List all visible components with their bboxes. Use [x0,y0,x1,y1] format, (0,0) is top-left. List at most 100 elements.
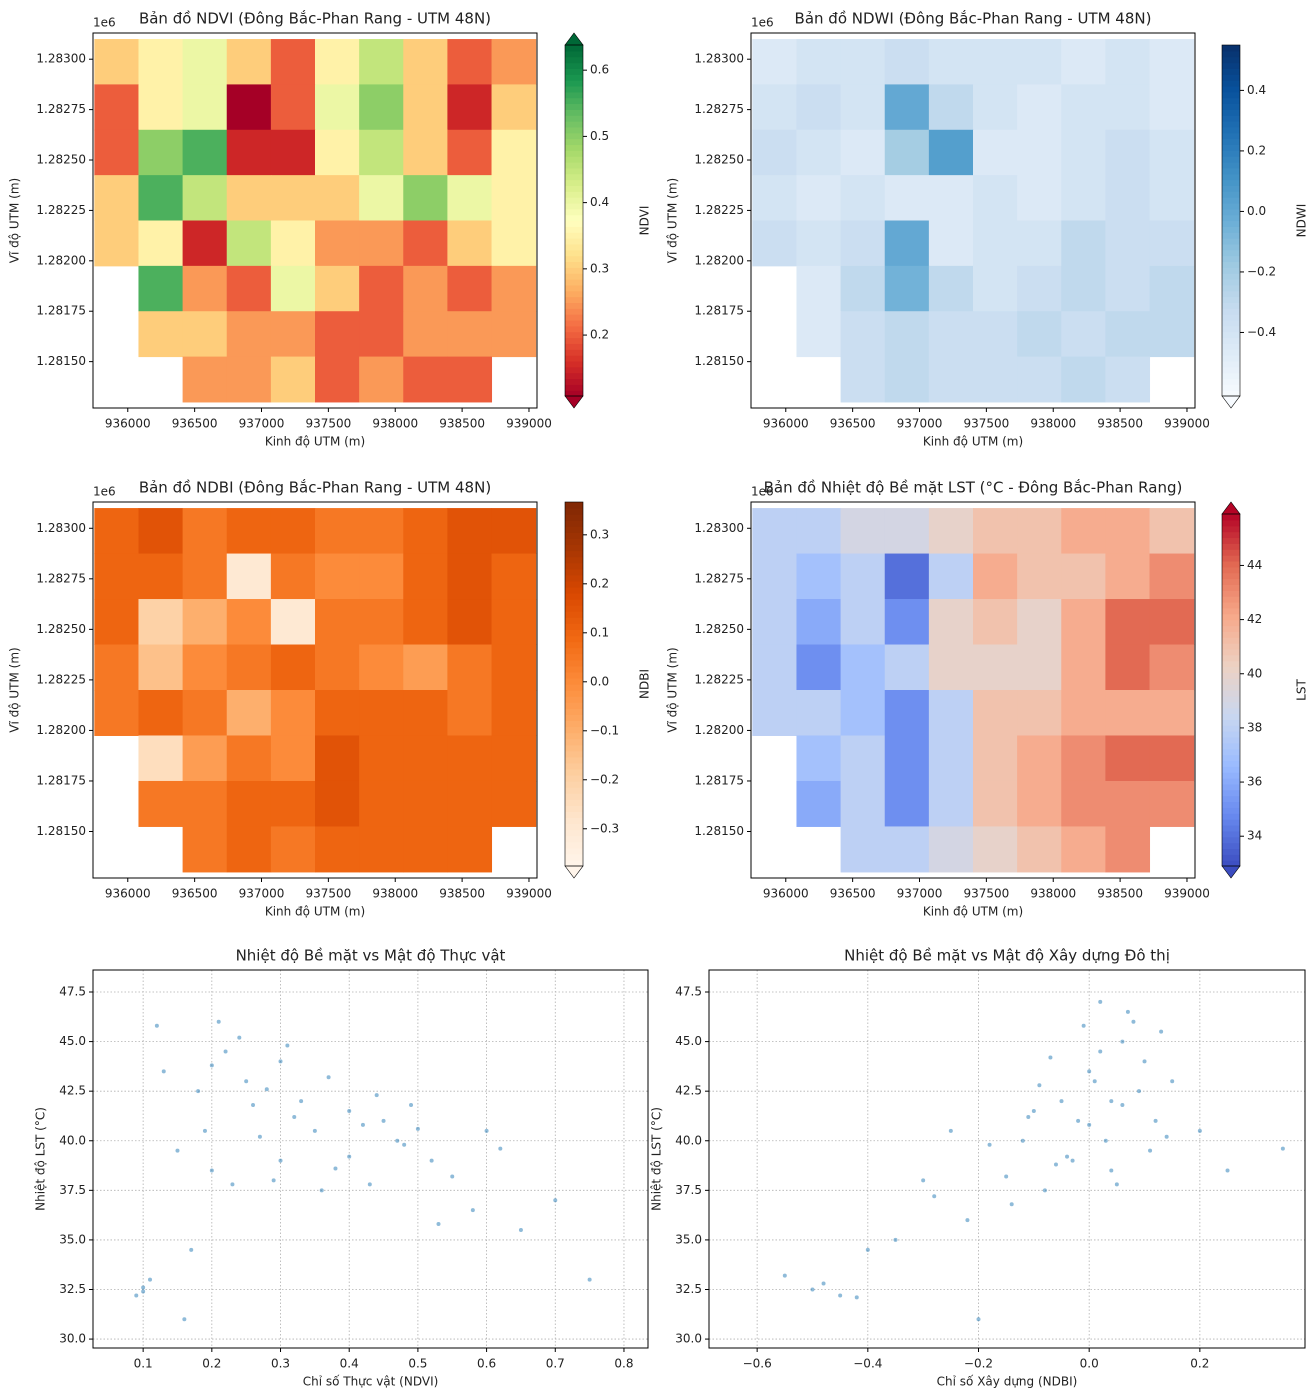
map-cell [182,735,228,782]
colorbar-band [1222,144,1240,151]
map-cell [884,780,930,827]
map-cell [315,644,360,691]
x-tick-label: 939000 [1164,887,1210,901]
map-cell [1105,220,1151,267]
colorbar-band [565,690,583,697]
map-cell [94,508,139,555]
scatter-point [436,1222,441,1227]
colorbar-band [565,243,583,251]
colorbar-band [1222,760,1240,767]
map-cell [840,690,886,736]
colorbar-band [1222,807,1240,814]
map-cell [270,311,316,358]
colorbar-band [565,378,583,385]
colorbar-band [1222,637,1240,644]
colorbar-band [565,532,583,539]
colorbar-band [565,623,583,630]
colorbar-band [1222,378,1240,385]
map-cell [226,735,272,782]
map-cell [226,84,272,131]
colorbar-band [565,562,583,570]
map-cell [1061,220,1106,267]
x-tick-label: 936000 [105,417,151,431]
colorbar-label: NDBI [638,669,652,699]
map-cell [447,690,493,736]
colorbar-band [1222,801,1240,808]
map-cell [138,129,184,176]
colorbar-band [565,756,583,764]
colorbar-band [565,80,583,87]
colorbar-band [565,684,583,691]
map-cell [359,690,404,736]
colorbar-band [565,859,583,867]
colorbar-band [565,138,583,146]
colorbar-band [565,290,583,298]
colorbar-band [1222,819,1240,826]
map-cell [1061,311,1106,358]
x-tick-label: 938500 [439,887,485,901]
map-cell [447,129,493,176]
colorbar-band [565,226,583,233]
map-cell [1061,735,1106,782]
colorbar-band [565,331,583,339]
colorbar-band [565,817,583,825]
colorbar-band [1222,267,1240,274]
map-cell [270,39,316,85]
map-cell [270,508,316,555]
map-cell [928,356,974,403]
map-cell [928,553,974,600]
y-tick-label: 40.0 [59,1133,86,1147]
colorbar-band [1222,754,1240,761]
colorbar-band [565,611,583,618]
scatter-point [854,1295,859,1300]
map-cell [1061,599,1106,646]
colorbar-band [1222,742,1240,750]
colorbar-band [1222,56,1240,64]
colorbar-band [565,109,583,116]
scatter-point [409,1103,414,1108]
map-cell [884,265,930,312]
map-cell [447,39,493,85]
x-tick-label: 936000 [105,887,151,901]
scatter-point [209,1063,214,1068]
scatter-point [1087,1069,1092,1074]
y-tick-label: 1.28275 [36,102,86,116]
colorbar-band [1222,232,1240,239]
map-cell [840,175,886,221]
map-cell [928,599,974,646]
colorbar-band [1222,572,1240,580]
map-cell [752,84,797,131]
offset-text: 1e6 [93,16,116,30]
colorbar-band [565,762,583,770]
colorbar-band [565,208,583,216]
x-tick-label: 936000 [763,417,809,431]
map-cell [315,129,360,176]
map-cell [840,311,886,358]
x-tick-label: 0.4 [340,1357,359,1371]
colorbar-band [1222,74,1240,81]
y-tick-label: 1.28200 [36,723,86,737]
colorbar-band [1222,308,1240,315]
map-cell [138,690,184,736]
map-cell [491,780,537,827]
scatter-point [1114,1182,1119,1187]
map-cell [226,311,272,358]
map-cell [403,508,448,555]
map-cell [1017,508,1062,555]
map-cell [270,356,316,403]
map-cell [1105,175,1151,221]
colorbar-band [565,103,583,110]
map-cell [1061,39,1106,85]
map-cell [315,780,360,827]
colorbar-tick-label: 36 [1247,775,1262,789]
colorbar-band [565,50,583,58]
colorbar-band [1222,91,1240,99]
map-cell [796,220,842,267]
map-cell [270,220,316,267]
colorbar-band [565,191,583,198]
colorbar-band [565,144,583,151]
x-tick-label: 937000 [897,417,943,431]
colorbar-band [565,150,583,157]
scatter-point [1170,1079,1175,1084]
map-cell [1105,735,1151,782]
